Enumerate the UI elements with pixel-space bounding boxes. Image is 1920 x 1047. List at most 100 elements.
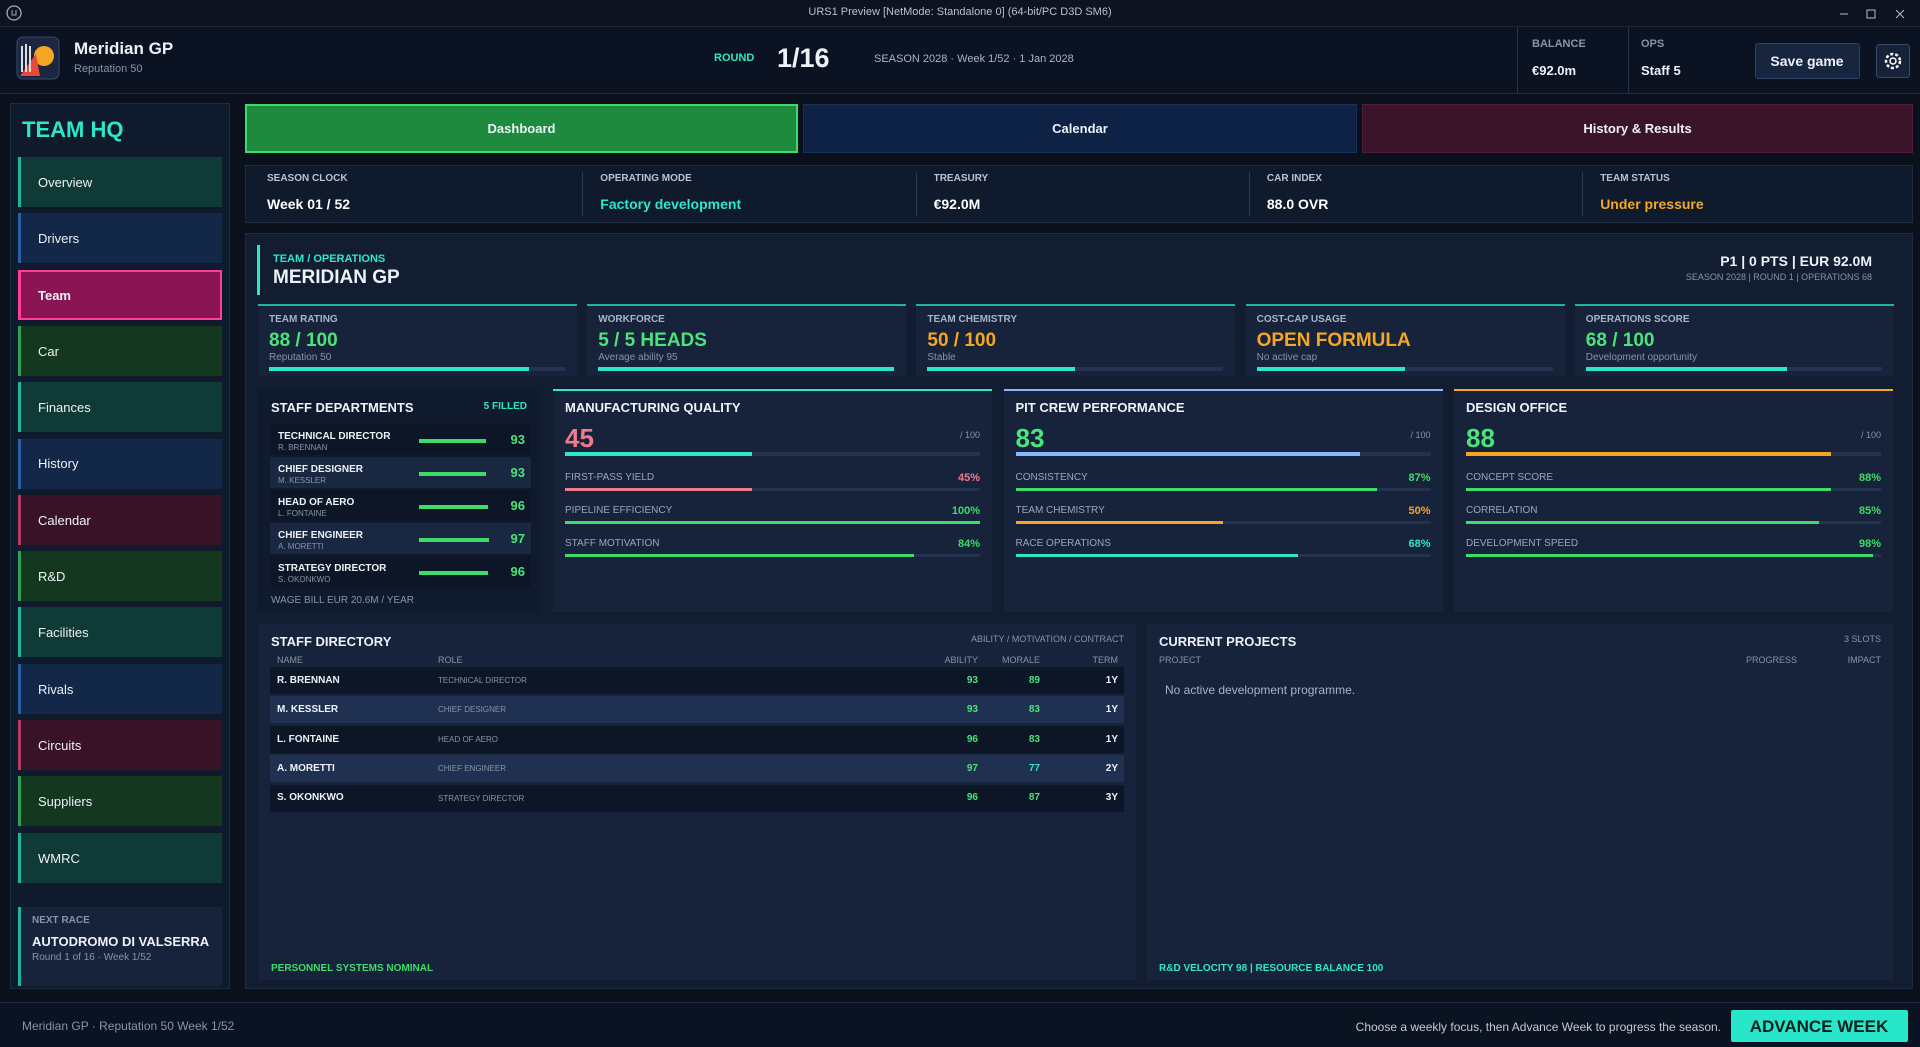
status-label: TREASURY: [933, 172, 989, 184]
status-value: €92.0M: [933, 196, 981, 213]
settings-icon[interactable]: [1876, 44, 1910, 78]
bar-fill: [565, 488, 752, 491]
department-row: [270, 424, 531, 455]
sidebar-item[interactable]: [18, 382, 222, 433]
department-name: M. KESSLER: [278, 476, 327, 486]
status-label: OPERATING MODE: [600, 172, 692, 184]
metric-value: 98%: [1858, 538, 1881, 551]
directory-cell: R. BRENNAN: [277, 674, 340, 686]
bar-fill: [1015, 488, 1377, 491]
sidebar-item[interactable]: [18, 438, 222, 489]
tab[interactable]: [245, 104, 798, 153]
team-summary: P1 | 0 PTS | EUR 92.0M: [1720, 253, 1872, 270]
sidebar-item[interactable]: [18, 213, 222, 264]
window-controls[interactable]: [1836, 6, 1916, 22]
tab[interactable]: [1362, 104, 1913, 153]
next-race-card: [18, 907, 222, 986]
metric-label: RACE OPERATIONS: [1015, 537, 1111, 549]
metric-panel-title: DESIGN OFFICE: [1466, 399, 1568, 415]
bar-fill: [598, 367, 895, 371]
metric-value: 84%: [957, 538, 980, 551]
status-strip: [245, 165, 1913, 223]
sidebar-title: TEAM HQ: [22, 117, 124, 143]
sidebar-item[interactable]: [18, 663, 222, 714]
directory-cell: 3Y: [1105, 792, 1118, 804]
directory-column: NAME: [277, 655, 304, 666]
advance-week-button[interactable]: [1731, 1010, 1908, 1042]
save-button-label: Save game: [1770, 53, 1844, 70]
sidebar-item[interactable]: [18, 776, 222, 827]
directory-cell: 1Y: [1105, 674, 1118, 686]
sidebar-item[interactable]: [18, 157, 222, 207]
kpi-value: 5 / 5 HEADS: [598, 330, 707, 352]
directory-column: ABILITY: [944, 655, 978, 666]
department-role: TECHNICAL DIRECTOR: [278, 430, 391, 442]
status-divider: [582, 172, 584, 216]
bar-fill: [1466, 452, 1832, 456]
kpi-value: 68 / 100: [1585, 330, 1655, 352]
department-role: CHIEF ENGINEER: [278, 529, 364, 541]
wage-bill: WAGE BILL EUR 20.6M / YEAR: [271, 594, 415, 606]
sidebar-item[interactable]: [18, 325, 222, 376]
directory-row: [270, 667, 1124, 694]
sidebar-item[interactable]: [18, 551, 222, 602]
directory-subtitle: ABILITY / MOTIVATION / CONTRACT: [970, 634, 1124, 645]
department-role: HEAD OF AERO: [278, 496, 355, 508]
sidebar-item[interactable]: [18, 269, 222, 320]
sidebar-item[interactable]: [18, 832, 222, 883]
kpi-sub: No active cap: [1256, 351, 1318, 363]
sidebar-item[interactable]: [18, 607, 222, 658]
sidebar-item[interactable]: [18, 494, 222, 545]
status-value: 88.0 OVR: [1266, 196, 1329, 213]
status-value: Week 01 / 52: [267, 196, 351, 213]
metric-value: 88%: [1858, 472, 1881, 485]
tab[interactable]: [803, 104, 1357, 153]
metric-panel-max: / 100: [1860, 430, 1881, 441]
metric-label: CORRELATION: [1466, 504, 1538, 516]
kpi-sub: Stable: [927, 351, 956, 363]
metric-panel-score: 88: [1466, 422, 1495, 453]
metric-label: FIRST-PASS YIELD: [565, 471, 655, 483]
tab-label: History & Results: [1583, 120, 1692, 136]
bar-fill: [419, 439, 486, 443]
department-rating: 96: [510, 497, 525, 513]
bar-fill: [565, 452, 752, 456]
team-title: MERIDIAN GP: [273, 267, 400, 289]
next-race-name: AUTODROMO DI VALSERRA: [32, 933, 210, 949]
bar-fill: [419, 538, 489, 542]
metric-label: DEVELOPMENT SPEED: [1466, 537, 1579, 549]
save-button[interactable]: [1755, 43, 1860, 79]
status-value: Factory development: [600, 196, 742, 213]
directory-footer: PERSONNEL SYSTEMS NOMINAL: [271, 962, 434, 974]
department-rating: 97: [510, 530, 525, 546]
bar-fill: [1015, 521, 1223, 524]
engine-icon: [6, 5, 22, 21]
bar-fill: [1256, 367, 1405, 371]
bar-fill: [565, 521, 980, 524]
metric-panel-title: PIT CREW PERFORMANCE: [1015, 399, 1185, 415]
projects-title: CURRENT PROJECTS: [1159, 633, 1297, 649]
directory-cell: 2Y: [1105, 763, 1118, 774]
metric-value: 45%: [957, 472, 980, 485]
kpi-card: [916, 304, 1236, 376]
projects-slots: 3 SLOTS: [1843, 634, 1881, 645]
status-label: SEASON CLOCK: [267, 172, 348, 184]
directory-row: [270, 784, 1124, 812]
bar-fill: [1015, 452, 1360, 456]
ops-label: OPS: [1641, 38, 1665, 51]
metric-panel-max: / 100: [959, 430, 980, 441]
directory-cell: CHIEF DESIGNER: [438, 705, 507, 715]
department-name: A. MORETTI: [278, 542, 324, 552]
advance-week-label: ADVANCE WEEK: [1749, 1017, 1889, 1037]
bar-fill: [419, 571, 489, 575]
sidebar-item[interactable]: [18, 720, 222, 770]
bar-fill: [1466, 488, 1832, 491]
sidebar-item-label: Overview: [38, 174, 93, 190]
sidebar-item-label: History: [38, 456, 79, 472]
department-name: S. OKONKWO: [278, 575, 331, 585]
bar-fill: [419, 472, 486, 476]
sidebar-item-label: Car: [38, 343, 59, 359]
kpi-sub: Development opportunity: [1585, 351, 1697, 363]
department-rating: 93: [510, 464, 525, 480]
tab-label: Dashboard: [487, 120, 556, 136]
